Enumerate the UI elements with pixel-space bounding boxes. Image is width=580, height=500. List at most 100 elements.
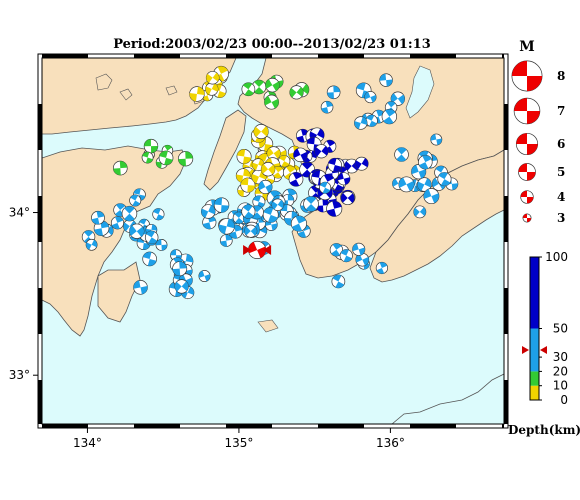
event-marker bbox=[430, 133, 443, 146]
event-marker bbox=[232, 211, 245, 224]
event-marker bbox=[423, 188, 440, 205]
event-marker bbox=[390, 91, 406, 106]
magnitude-legend-label: 7 bbox=[557, 104, 565, 118]
event-marker bbox=[354, 116, 368, 130]
event-marker bbox=[413, 205, 427, 219]
magnitude-legend-item: 3 bbox=[522, 211, 565, 225]
longitude-tick-label: 135° bbox=[224, 436, 253, 450]
event-marker bbox=[331, 274, 346, 289]
event-marker bbox=[244, 224, 258, 238]
event-marker bbox=[326, 85, 341, 100]
small-islands bbox=[95, 73, 279, 333]
event-marker bbox=[303, 196, 319, 212]
event-marker bbox=[172, 261, 188, 277]
trench-line bbox=[391, 373, 504, 424]
event-marker bbox=[266, 146, 281, 161]
event-marker bbox=[202, 215, 217, 230]
event-marker bbox=[174, 279, 189, 294]
event-marker bbox=[394, 147, 409, 162]
event-marker bbox=[293, 147, 308, 163]
event-marker bbox=[112, 160, 128, 176]
earthquake-events bbox=[81, 65, 459, 300]
event-marker bbox=[85, 238, 98, 251]
event-marker bbox=[91, 210, 105, 225]
event-marker bbox=[290, 215, 307, 232]
event-marker bbox=[352, 242, 366, 256]
event-marker bbox=[141, 151, 154, 164]
mainshock-pointer bbox=[243, 244, 272, 255]
event-marker bbox=[365, 114, 378, 127]
magnitude-legend-item: 8 bbox=[511, 60, 565, 92]
magnitude-legend-item: 7 bbox=[513, 97, 565, 125]
magnitude-legend-label: 4 bbox=[557, 190, 565, 204]
event-marker bbox=[340, 190, 355, 206]
event-marker bbox=[327, 157, 342, 173]
event-marker bbox=[133, 280, 148, 295]
event-marker bbox=[262, 206, 279, 223]
magnitude-legend-label: 5 bbox=[557, 165, 565, 179]
event-marker bbox=[219, 234, 233, 247]
event-marker bbox=[329, 243, 343, 257]
axis-labels: 134° 135° 136° 33° 34° bbox=[9, 206, 405, 450]
event-marker bbox=[278, 155, 291, 168]
event-marker bbox=[198, 270, 211, 283]
depth-tick-label: 100 bbox=[545, 250, 568, 264]
event-marker bbox=[129, 223, 145, 239]
event-marker bbox=[142, 251, 157, 267]
period-title: Period:2003/02/23 00:00--2013/02/23 01:1… bbox=[113, 37, 431, 52]
magnitude-legend-label: 3 bbox=[557, 211, 565, 225]
event-marker bbox=[271, 198, 284, 211]
event-marker bbox=[258, 179, 273, 195]
depth-tick-label: 0 bbox=[560, 393, 568, 407]
event-marker bbox=[205, 70, 220, 85]
event-marker bbox=[152, 208, 165, 221]
event-marker bbox=[289, 85, 304, 100]
depth-color-band bbox=[530, 371, 539, 386]
event-marker bbox=[337, 172, 351, 186]
event-marker bbox=[314, 144, 329, 159]
event-marker bbox=[355, 252, 370, 267]
depth-color-band bbox=[530, 385, 539, 400]
event-marker bbox=[218, 218, 235, 235]
magnitude-legend-item: 5 bbox=[518, 163, 565, 181]
event-marker bbox=[260, 162, 276, 177]
magnitude-legend-item: 4 bbox=[520, 190, 565, 204]
map-frame bbox=[37, 53, 509, 429]
event-marker bbox=[418, 154, 433, 170]
event-marker bbox=[417, 177, 432, 192]
magnitude-legend-label: 6 bbox=[557, 137, 565, 151]
event-marker bbox=[288, 171, 304, 187]
event-marker bbox=[264, 94, 279, 110]
magnitude-legend-title: M bbox=[519, 39, 535, 55]
longitude-tick-label: 136° bbox=[376, 436, 405, 450]
depth-color-band bbox=[530, 328, 539, 372]
longitude-tick-label: 134° bbox=[73, 436, 102, 450]
event-marker bbox=[241, 204, 256, 219]
event-marker bbox=[240, 177, 256, 193]
event-marker bbox=[155, 239, 168, 251]
event-marker bbox=[381, 108, 398, 125]
depth-color-band bbox=[530, 257, 539, 329]
event-marker bbox=[200, 204, 216, 219]
event-marker bbox=[143, 138, 159, 154]
magnitude-legend-item: 6 bbox=[515, 132, 565, 156]
event-marker bbox=[144, 230, 159, 245]
event-marker bbox=[121, 205, 138, 222]
event-marker bbox=[437, 172, 452, 187]
event-marker bbox=[158, 150, 174, 166]
event-marker bbox=[213, 197, 230, 213]
latitude-tick-label: 34° bbox=[9, 206, 30, 220]
event-marker bbox=[398, 176, 415, 193]
land-shikoku-east bbox=[97, 261, 141, 323]
event-marker bbox=[110, 216, 124, 230]
magnitude-legend: M 8 7 6 5 4 3 bbox=[511, 39, 565, 225]
event-marker bbox=[236, 149, 252, 165]
event-marker bbox=[379, 73, 393, 87]
event-marker bbox=[252, 195, 266, 209]
event-marker bbox=[265, 77, 280, 93]
map-area bbox=[42, 58, 504, 424]
event-marker bbox=[129, 194, 142, 207]
event-marker bbox=[339, 249, 353, 263]
